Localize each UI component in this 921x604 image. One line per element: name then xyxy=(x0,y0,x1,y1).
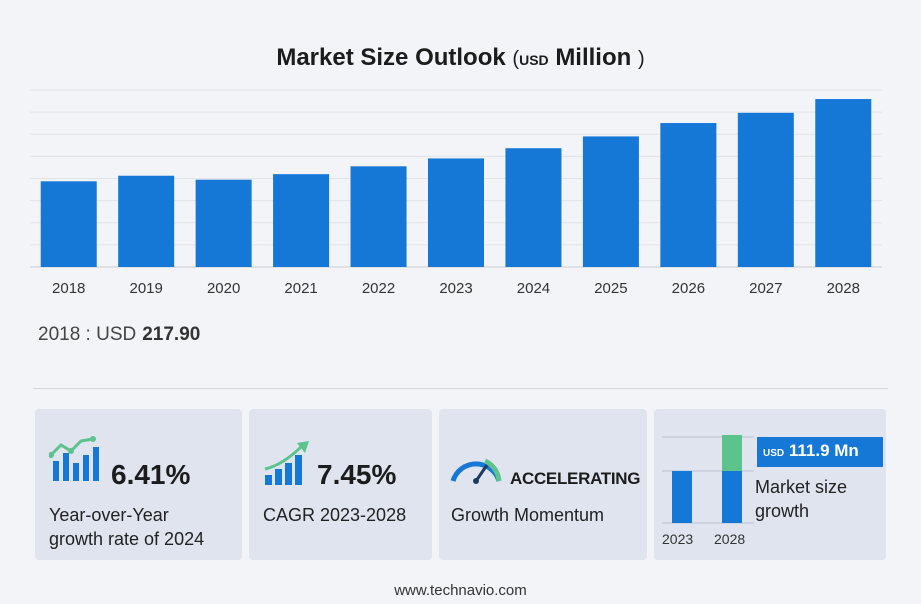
bar-2020 xyxy=(195,179,252,267)
title-unit-prefix: USD xyxy=(519,52,549,68)
trend-up-icon xyxy=(264,441,309,485)
speedometer-icon xyxy=(450,458,502,484)
title-paren-open: ( xyxy=(512,48,520,70)
card-yoy: 6.41% Year-over-Year growth rate of 2024 xyxy=(35,409,242,560)
mini-year-a: 2023 xyxy=(662,531,694,547)
growth-chart-icon xyxy=(49,436,99,481)
title-paren-close: ) xyxy=(637,48,645,70)
card-momentum: ACCELERATING Growth Momentum xyxy=(439,409,647,560)
cagr-label: CAGR 2023-2028 xyxy=(263,505,407,525)
yoy-line2: growth rate of 2024 xyxy=(49,529,205,549)
bar-2027 xyxy=(737,112,794,268)
x-tick-label: 2018 xyxy=(52,280,85,297)
bar-2021 xyxy=(273,174,330,267)
momentum-value: ACCELERATING xyxy=(510,469,641,488)
bar-2028 xyxy=(815,99,872,268)
mini-bar-2028 xyxy=(722,471,742,523)
title-unit: Million xyxy=(555,44,632,71)
x-tick-label: 2020 xyxy=(207,280,240,297)
bar-2026 xyxy=(660,123,717,267)
title-main: Market Size Outlook xyxy=(276,44,506,71)
growth-line1: Market size xyxy=(755,477,848,497)
badge-value: 111.9 Mn xyxy=(788,441,859,460)
base-year-info: 2018 : USD 217.90 xyxy=(38,324,200,346)
base-year-value: 217.90 xyxy=(142,324,201,345)
mini-bar-2023 xyxy=(672,471,692,523)
bar-2023 xyxy=(428,158,484,267)
x-tick-label: 2019 xyxy=(129,280,162,297)
base-year-label: 2018 : USD xyxy=(38,324,137,345)
bar-2022 xyxy=(350,166,407,267)
mini-bar-growth xyxy=(722,435,742,471)
momentum-label: Growth Momentum xyxy=(451,505,605,525)
bar-chart: 2018 2019 2020 2021 2022 2023 2024 2025 2026 2027… xyxy=(30,89,882,297)
x-tick-label: 2025 xyxy=(594,280,627,297)
card-growth: 2023 2028 USD 111.9 Mn Market size growt… xyxy=(654,409,886,560)
growth-badge: USD 111.9 Mn xyxy=(757,437,883,467)
divider xyxy=(33,388,888,389)
yoy-line1: Year-over-Year xyxy=(49,505,169,525)
mini-year-b: 2028 xyxy=(714,531,746,547)
x-tick-label: 2024 xyxy=(517,280,550,297)
bar-2025 xyxy=(582,136,639,267)
bar-2018 xyxy=(40,181,97,267)
x-tick-label: 2023 xyxy=(439,280,472,297)
x-tick-label: 2026 xyxy=(672,280,705,297)
badge-prefix: USD xyxy=(763,448,785,459)
card-cagr: 7.45% CAGR 2023-2028 xyxy=(249,409,432,560)
footer-url: www.technavio.com xyxy=(394,582,527,599)
growth-line2: growth xyxy=(755,501,810,521)
yoy-value: 6.41% xyxy=(111,459,191,490)
chart-title: Market Size Outlook (USD Million ) xyxy=(0,44,921,72)
growth-mini-chart xyxy=(662,435,754,524)
x-tick-label: 2028 xyxy=(827,280,860,297)
cagr-value: 7.45% xyxy=(317,459,397,490)
x-tick-label: 2021 xyxy=(284,280,317,297)
bar-2024 xyxy=(505,148,562,267)
bar-2019 xyxy=(118,175,175,267)
x-tick-label: 2027 xyxy=(749,280,782,297)
x-tick-label: 2022 xyxy=(362,280,395,297)
